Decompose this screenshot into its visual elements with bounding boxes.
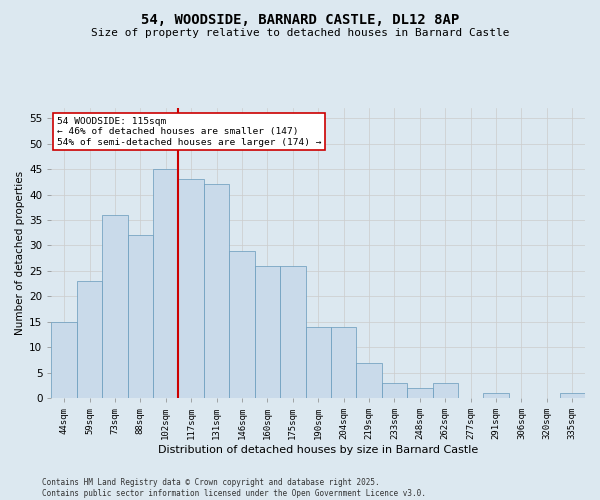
Bar <box>484 393 509 398</box>
Bar <box>305 327 331 398</box>
Bar <box>331 327 356 398</box>
Bar <box>560 393 585 398</box>
Bar <box>356 362 382 398</box>
Bar <box>433 383 458 398</box>
Bar <box>280 266 305 398</box>
Bar <box>153 169 178 398</box>
Bar <box>255 266 280 398</box>
Y-axis label: Number of detached properties: Number of detached properties <box>15 171 25 335</box>
Text: Contains HM Land Registry data © Crown copyright and database right 2025.
Contai: Contains HM Land Registry data © Crown c… <box>42 478 426 498</box>
Bar <box>102 215 128 398</box>
Text: Size of property relative to detached houses in Barnard Castle: Size of property relative to detached ho… <box>91 28 509 38</box>
Text: 54, WOODSIDE, BARNARD CASTLE, DL12 8AP: 54, WOODSIDE, BARNARD CASTLE, DL12 8AP <box>141 12 459 26</box>
Bar <box>128 236 153 398</box>
Text: 54 WOODSIDE: 115sqm
← 46% of detached houses are smaller (147)
54% of semi-detac: 54 WOODSIDE: 115sqm ← 46% of detached ho… <box>57 116 321 146</box>
Bar <box>52 322 77 398</box>
Bar <box>178 180 204 398</box>
X-axis label: Distribution of detached houses by size in Barnard Castle: Distribution of detached houses by size … <box>158 445 478 455</box>
Bar <box>382 383 407 398</box>
Bar <box>77 281 102 398</box>
Bar <box>229 250 255 398</box>
Bar <box>204 184 229 398</box>
Bar <box>407 388 433 398</box>
